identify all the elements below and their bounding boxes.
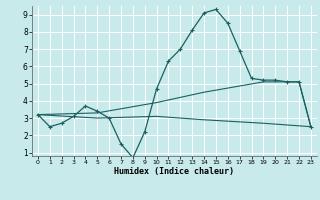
X-axis label: Humidex (Indice chaleur): Humidex (Indice chaleur) xyxy=(115,167,234,176)
